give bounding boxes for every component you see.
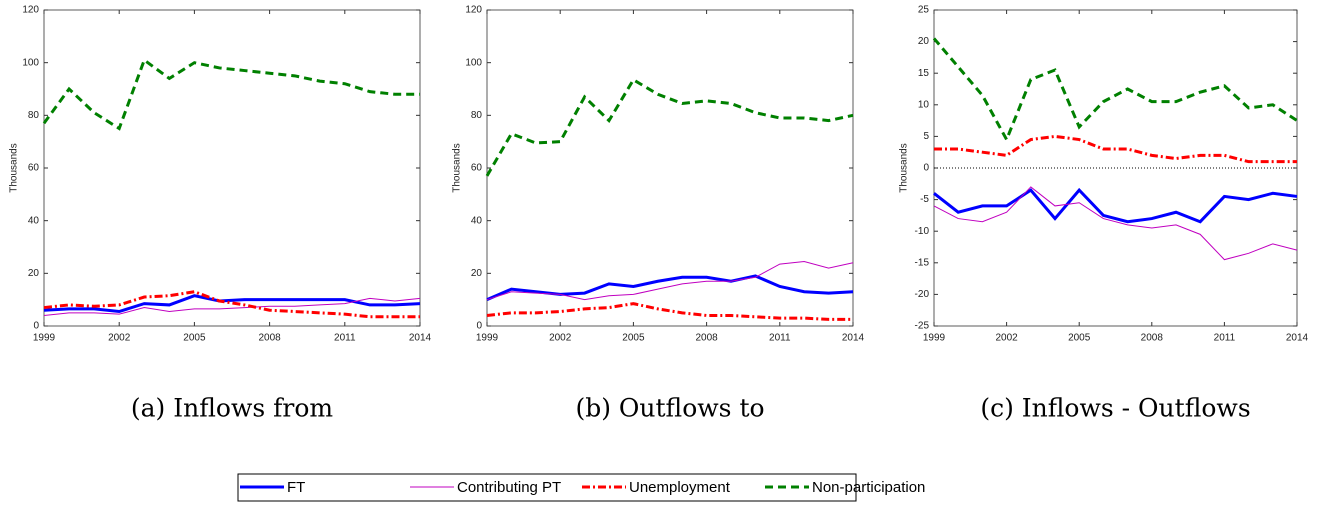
legend-label: Contributing PT [457,479,561,496]
y-tick-label: -5 [920,194,929,205]
y-tick-label: 100 [22,57,39,68]
y-tick-label: 15 [918,68,930,79]
series-line [932,37,1298,144]
y-tick-label: 20 [28,268,40,279]
caption: (b) Outflows to [575,394,764,423]
caption: (c) Inflows - Outflows [980,394,1250,423]
x-tick-label: 2008 [1141,333,1164,344]
x-tick-label: 2014 [1286,333,1309,344]
y-tick-label: 120 [22,5,39,16]
y-tick-label: -20 [915,289,930,300]
caption: (a) Inflows from [131,394,333,423]
x-tick-label: 2005 [622,333,645,344]
y-tick-label: 120 [465,5,482,16]
x-tick-label: 2005 [183,333,206,344]
x-tick-label: 1999 [476,333,499,344]
series-line [486,274,854,302]
x-tick-label: 2014 [842,333,865,344]
legend-box [237,473,857,502]
x-tick-label: 1999 [923,333,946,344]
y-tick-label: 10 [918,99,930,110]
y-tick-label: 25 [918,5,930,16]
y-axis-label: Thousands [452,143,463,192]
y-axis-label: Thousands [9,143,20,192]
y-tick-label: 60 [471,163,483,174]
x-tick-label: 2008 [258,333,281,344]
y-tick-label: 5 [923,131,929,142]
series-line [486,260,854,301]
plot-frame [43,9,421,327]
y-axis-label: Thousands [899,143,910,192]
y-tick-label: -25 [915,321,930,332]
series-line [486,302,853,321]
y-tick-label: 20 [471,268,483,279]
x-tick-label: 2002 [549,333,572,344]
series-line [42,57,420,131]
x-tick-label: 2002 [995,333,1018,344]
y-tick-label: 80 [471,110,483,121]
x-tick-label: 2008 [695,333,718,344]
series-line [934,134,1297,164]
series-line [43,297,421,316]
y-tick-label: 20 [918,36,930,47]
y-tick-label: 80 [28,110,40,121]
series-line [43,294,421,314]
y-tick-label: 100 [465,57,482,68]
series-line [485,77,854,177]
x-tick-label: 2011 [769,333,791,344]
legend-label: Non-participation [812,479,925,496]
y-tick-label: -10 [915,226,930,237]
y-tick-label: 60 [28,163,40,174]
y-tick-label: 40 [28,215,40,226]
x-tick-label: 1999 [33,333,56,344]
x-tick-label: 2011 [334,333,356,344]
series-line [933,186,1298,261]
x-tick-label: 2005 [1068,333,1091,344]
x-tick-label: 2014 [409,333,432,344]
y-tick-label: 0 [33,321,39,332]
y-tick-label: 0 [476,321,482,332]
y-tick-label: -15 [915,257,930,268]
x-tick-label: 2002 [108,333,131,344]
y-tick-label: 0 [923,163,929,174]
legend-label: Unemployment [629,479,731,496]
legend-label: FT [287,479,305,496]
x-tick-label: 2011 [1214,333,1236,344]
series-line [933,187,1298,224]
y-tick-label: 40 [471,215,483,226]
